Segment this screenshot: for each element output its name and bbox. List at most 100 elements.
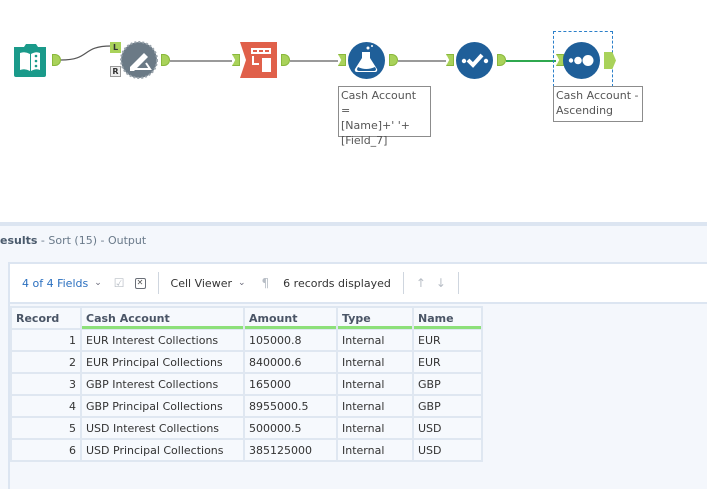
cell-name[interactable]: EUR [412, 328, 483, 352]
output-anchor[interactable] [281, 54, 290, 66]
cell-type[interactable]: Internal [336, 328, 414, 352]
output-anchor[interactable] [161, 54, 170, 66]
split-columns-icon [240, 42, 277, 78]
formula-annotation: Cash Account = [Name]+' '+ [Field_7] [338, 86, 431, 147]
cell-cash-account[interactable]: EUR Interest Collections [80, 328, 245, 352]
chevron-down-icon: ⌄ [94, 278, 102, 288]
cell-record[interactable]: 4 [10, 394, 82, 418]
cell-amount[interactable]: 8955000.5 [243, 394, 338, 418]
join-tool[interactable] [120, 41, 158, 79]
sort-tool[interactable] [563, 42, 600, 79]
cell-name[interactable]: EUR [412, 350, 483, 374]
cell-type[interactable]: Internal [336, 372, 414, 396]
column-header-type[interactable]: Type [336, 306, 414, 330]
cell-name[interactable]: GBP [412, 394, 483, 418]
table-row[interactable]: 4 GBP Principal Collections 8955000.5 In… [10, 394, 483, 418]
cell-name[interactable]: GBP [412, 372, 483, 396]
table-header-row: Record Cash Account Amount Type Name [10, 306, 483, 330]
results-toolbar: 4 of 4 Fields ⌄ ☑ ✕ Cell Viewer ⌄ ¶ 6 re… [10, 264, 707, 304]
cell-amount[interactable]: 165000 [243, 372, 338, 396]
divider [457, 272, 459, 294]
results-title: esults - Sort (15) - Output [0, 234, 146, 247]
uncheck-all-button[interactable]: ✕ [134, 277, 146, 289]
text-to-columns-tool[interactable] [240, 42, 277, 78]
column-header-amount[interactable]: Amount [243, 306, 338, 330]
fields-dropdown[interactable]: 4 of 4 Fields ⌄ [22, 277, 102, 290]
input-anchor[interactable] [338, 54, 346, 66]
cell-amount[interactable]: 500000.5 [243, 416, 338, 440]
join-left-anchor[interactable]: L [110, 42, 121, 53]
cell-cash-account[interactable]: USD Principal Collections [80, 438, 245, 462]
cell-record[interactable]: 5 [10, 416, 82, 440]
output-anchor[interactable] [497, 54, 506, 66]
connection-line [170, 60, 232, 62]
cell-type[interactable]: Internal [336, 416, 414, 440]
cell-record[interactable]: 2 [10, 350, 82, 374]
connection-line-selected [506, 60, 556, 62]
table-row[interactable]: 3 GBP Interest Collections 165000 Intern… [10, 372, 483, 396]
check-all-button[interactable]: ☑ [114, 276, 125, 290]
output-anchor[interactable] [52, 54, 61, 66]
cell-type[interactable]: Internal [336, 438, 414, 462]
cell-cash-account[interactable]: GBP Principal Collections [80, 394, 245, 418]
output-anchor[interactable] [604, 52, 616, 69]
fields-label: 4 of 4 Fields [22, 276, 89, 290]
pilcrow-button[interactable]: ¶ [262, 276, 270, 290]
chevron-down-icon: ⌄ [237, 278, 246, 288]
cell-record[interactable]: 3 [10, 372, 82, 396]
checkmark-icon [456, 42, 493, 79]
flask-icon [348, 42, 385, 79]
results-title-bold: esults [0, 234, 38, 247]
table-row[interactable]: 2 EUR Principal Collections 840000.6 Int… [10, 350, 483, 374]
workflow-canvas[interactable]: L R [0, 0, 707, 222]
records-label: 6 records displayed [283, 276, 391, 290]
annotation-line: [Field_7] [341, 134, 388, 147]
sort-annotation: Cash Account - Ascending [553, 86, 643, 122]
annotation-line: [Name]+' '+ [341, 119, 411, 132]
select-tool[interactable] [456, 42, 493, 79]
sort-dots-icon [563, 42, 600, 79]
annotation-line: Cash Account = [341, 89, 417, 117]
results-title-source: - Sort (15) - Output [37, 234, 147, 247]
sort-up-button[interactable]: ↑ [416, 276, 426, 290]
formula-tool[interactable] [348, 42, 385, 79]
cell-name[interactable]: USD [412, 438, 483, 462]
pilcrow-icon: ¶ [261, 276, 270, 290]
pencil-gear-icon [120, 41, 158, 79]
cell-record[interactable]: 1 [10, 328, 82, 352]
join-right-anchor[interactable]: R [110, 66, 121, 77]
table-row[interactable]: 1 EUR Interest Collections 105000.8 Inte… [10, 328, 483, 352]
checkbox-x-icon: ✕ [134, 277, 146, 289]
cell-amount[interactable]: 105000.8 [243, 328, 338, 352]
cell-viewer-label: Cell Viewer [170, 276, 232, 290]
column-header-record[interactable]: Record [10, 306, 82, 330]
book-icon [14, 44, 46, 77]
sort-down-button[interactable]: ↓ [436, 276, 446, 290]
table-row[interactable]: 5 USD Interest Collections 500000.5 Inte… [10, 416, 483, 440]
cell-cash-account[interactable]: USD Interest Collections [80, 416, 245, 440]
column-header-cash-account[interactable]: Cash Account [80, 306, 245, 330]
results-panel: esults - Sort (15) - Output 4 of 4 Field… [0, 222, 707, 489]
table-row[interactable]: 6 USD Principal Collections 385125000 In… [10, 438, 483, 462]
cell-amount[interactable]: 840000.6 [243, 350, 338, 374]
arrow-up-icon: ↑ [415, 276, 426, 290]
cell-record[interactable]: 6 [10, 438, 82, 462]
column-header-name[interactable]: Name [412, 306, 483, 330]
cell-amount[interactable]: 385125000 [243, 438, 338, 462]
connection-line [398, 60, 446, 62]
cell-type[interactable]: Internal [336, 394, 414, 418]
input-data-tool[interactable] [12, 43, 48, 78]
results-table: Record Cash Account Amount Type Name 1 E… [10, 306, 483, 462]
cell-type[interactable]: Internal [336, 350, 414, 374]
cell-cash-account[interactable]: GBP Interest Collections [80, 372, 245, 396]
cell-cash-account[interactable]: EUR Principal Collections [80, 350, 245, 374]
cell-viewer-dropdown[interactable]: Cell Viewer ⌄ [171, 277, 246, 290]
divider [402, 272, 404, 294]
output-anchor[interactable] [389, 54, 398, 66]
divider [157, 272, 159, 294]
checkbox-icon: ☑ [113, 276, 125, 290]
cell-name[interactable]: USD [412, 416, 483, 440]
connection-line [290, 60, 338, 62]
input-anchor[interactable] [232, 54, 240, 66]
input-anchor[interactable] [446, 54, 454, 66]
